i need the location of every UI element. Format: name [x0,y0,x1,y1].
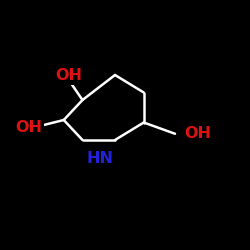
Text: HN: HN [86,151,114,166]
Text: OH: OH [184,126,211,141]
Text: OH: OH [55,68,82,82]
Text: OH: OH [15,120,42,135]
